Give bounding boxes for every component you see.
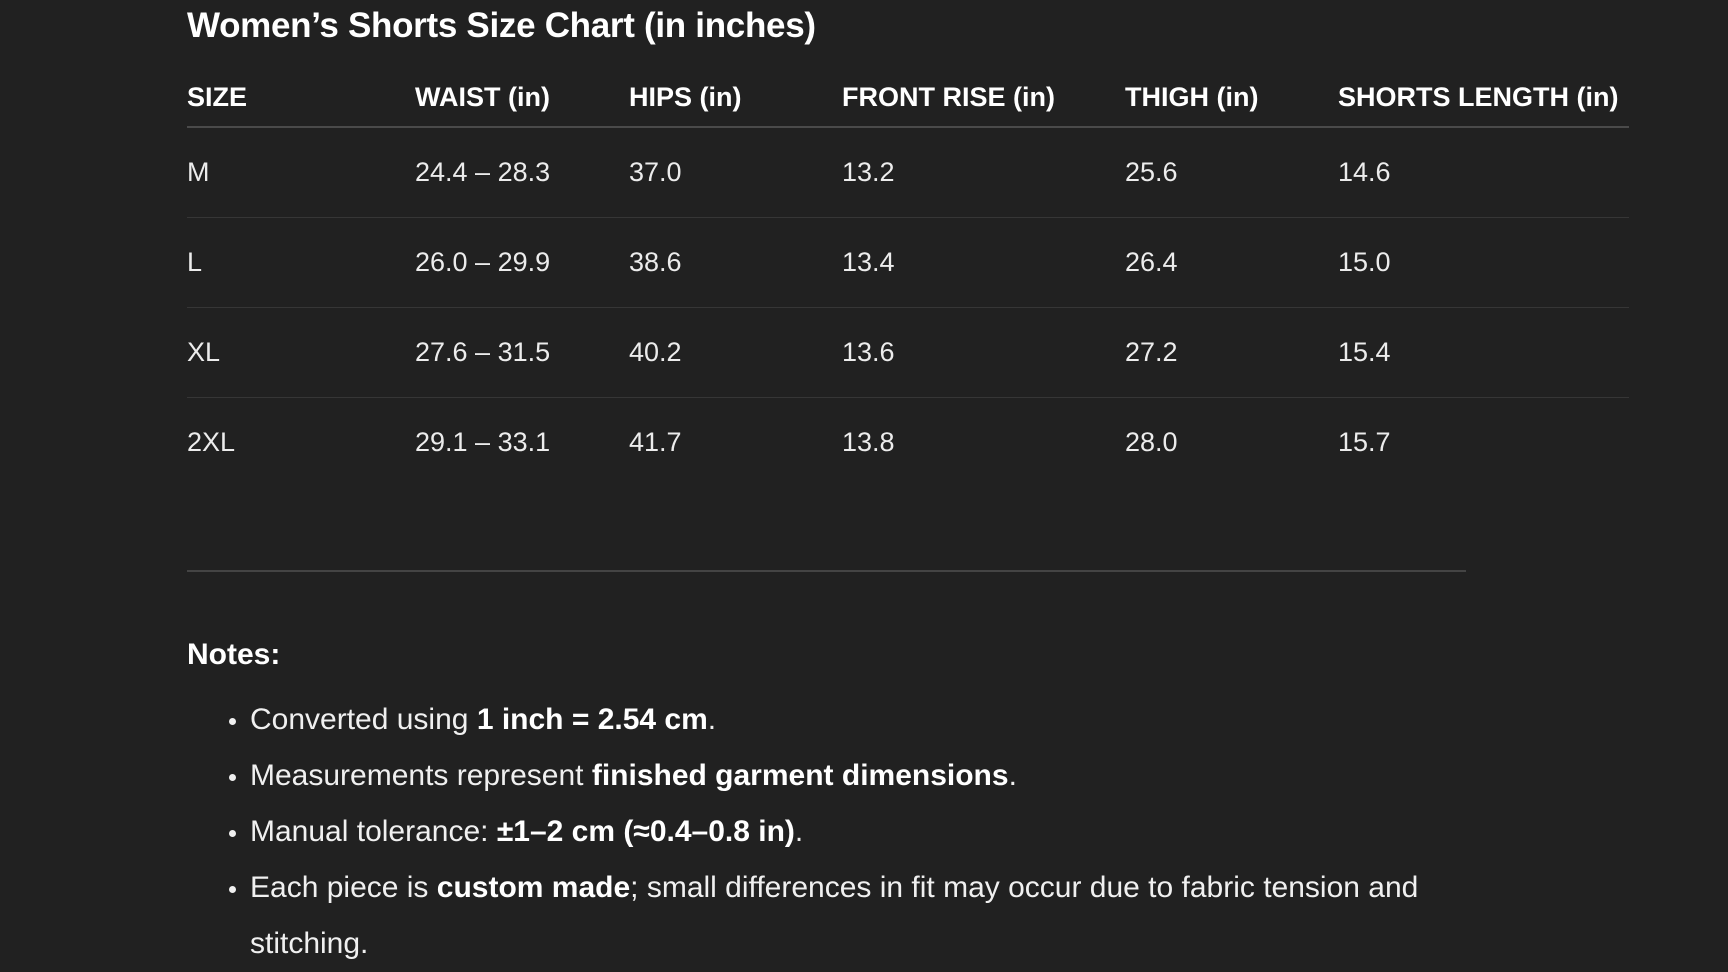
note-text: Converted using xyxy=(250,703,477,736)
cell-shorts-length: 15.0 xyxy=(1338,217,1629,308)
notes-list: Converted using 1 inch = 2.54 cm. Measur… xyxy=(187,692,1540,972)
cell-thigh: 26.4 xyxy=(1125,217,1338,308)
column-header-size: SIZE xyxy=(187,68,415,128)
note-text: . xyxy=(794,815,804,848)
note-item: Converted using 1 inch = 2.54 cm. xyxy=(250,692,1540,748)
note-emphasis: 1 inch = 2.54 cm xyxy=(476,703,708,736)
column-header-hips: HIPS (in) xyxy=(629,68,842,128)
note-item: Measurements represent finished garment … xyxy=(250,748,1540,804)
note-item: Each piece is custom made; small differe… xyxy=(250,860,1540,972)
section-divider xyxy=(187,570,1466,572)
cell-thigh: 27.2 xyxy=(1125,307,1338,398)
table-row: XL 27.6 – 31.5 40.2 13.6 27.2 15.4 xyxy=(187,307,1629,398)
table-row: M 24.4 – 28.3 37.0 13.2 25.6 14.6 xyxy=(187,127,1629,218)
column-header-shorts-length: SHORTS LENGTH (in) xyxy=(1338,68,1629,128)
cell-shorts-length: 14.6 xyxy=(1338,127,1629,218)
cell-hips: 40.2 xyxy=(629,307,842,398)
table-header-row: SIZE WAIST (in) HIPS (in) FRONT RISE (in… xyxy=(187,68,1629,128)
cell-front-rise: 13.8 xyxy=(842,427,895,457)
cell-size: XL xyxy=(187,307,415,398)
note-emphasis: ±1–2 cm (≈0.4–0.8 in) xyxy=(496,815,795,848)
note-emphasis: finished garment dimensions xyxy=(591,759,1009,792)
table-row: 2XL 29.1 – 33.1 41.7 13.8 28.0 15.7 xyxy=(187,398,1629,488)
cell-front-rise: 13.2 xyxy=(842,127,1125,218)
cell-shorts-length: 15.4 xyxy=(1338,307,1629,398)
cell-waist: 27.6 – 31.5 xyxy=(415,307,629,398)
cell-waist: 26.0 – 29.9 xyxy=(415,217,629,308)
notes-heading: Notes: xyxy=(187,638,281,671)
cell-thigh: 28.0 xyxy=(1125,427,1178,457)
note-text: Measurements represent xyxy=(250,759,592,792)
note-text: . xyxy=(1008,759,1017,792)
cell-front-rise: 13.6 xyxy=(842,307,1125,398)
cell-size: 2XL xyxy=(187,427,236,457)
size-chart-table: SIZE WAIST (in) HIPS (in) FRONT RISE (in… xyxy=(187,68,1629,487)
cell-hips: 38.6 xyxy=(629,217,842,308)
column-header-waist: WAIST (in) xyxy=(415,68,629,128)
cell-shorts-length: 15.7 xyxy=(1338,427,1391,457)
page-title: Women’s Shorts Size Chart (in inches) xyxy=(187,6,816,45)
table-row: L 26.0 – 29.9 38.6 13.4 26.4 15.0 xyxy=(187,217,1629,308)
cell-hips: 37.0 xyxy=(629,127,842,218)
cell-size: M xyxy=(187,127,415,218)
cell-waist: 24.4 – 28.3 xyxy=(415,127,629,218)
cell-waist: 29.1 – 33.1 xyxy=(415,427,551,457)
note-emphasis: custom made xyxy=(436,871,631,904)
cell-front-rise: 13.4 xyxy=(842,217,1125,308)
note-item: Manual tolerance: ±1–2 cm (≈0.4–0.8 in). xyxy=(250,804,1540,860)
cell-thigh: 25.6 xyxy=(1125,127,1338,218)
cell-hips: 41.7 xyxy=(629,427,682,457)
column-header-front-rise: FRONT RISE (in) xyxy=(842,68,1125,128)
cell-size: L xyxy=(187,217,415,308)
note-text: . xyxy=(707,703,717,736)
note-text: ; small differences in fit may occur due… xyxy=(250,871,1419,960)
column-header-thigh: THIGH (in) xyxy=(1125,68,1338,128)
note-text: Manual tolerance: xyxy=(250,815,497,848)
note-text: Each piece is xyxy=(250,871,437,904)
